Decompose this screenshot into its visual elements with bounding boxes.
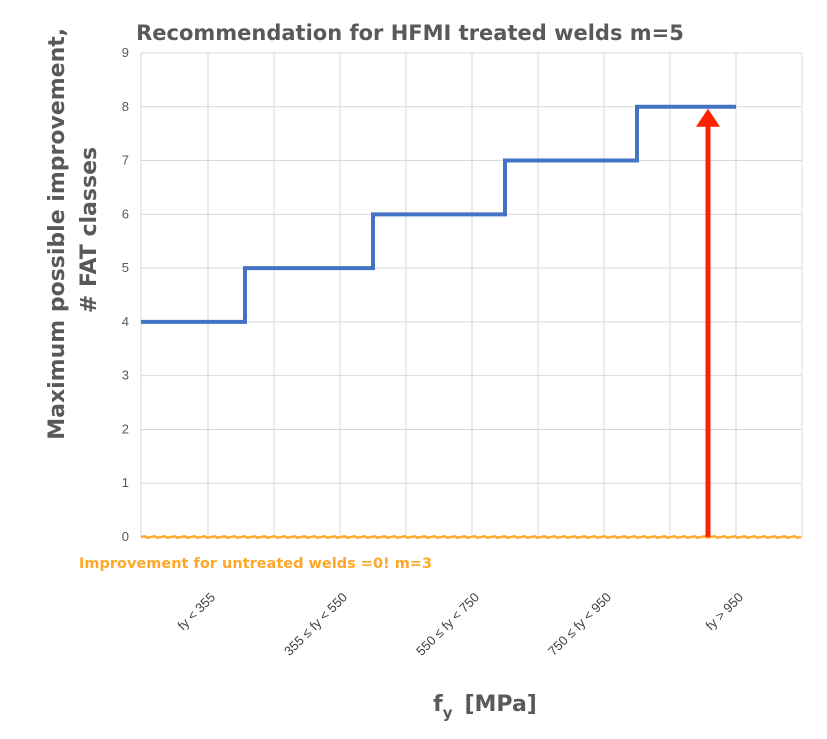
y-axis-title-line1: Maximum possible improvement,: [45, 28, 70, 440]
y-axis-title: Maximum possible improvement, # FAT clas…: [45, 20, 102, 440]
series-layer: [140, 104, 802, 539]
y-tick-label-8: 8: [122, 99, 129, 114]
y-tick-label-5: 5: [122, 260, 129, 275]
x-tick-label-4: fy > 950: [703, 590, 747, 634]
vertical-gridlines: [140, 53, 803, 537]
series-untreated-line: [140, 535, 802, 539]
x-axis-title-unit: [MPa]: [464, 692, 536, 717]
x-axis-title-main: f: [433, 692, 443, 717]
untreated-note: Improvement for untreated welds =0! m=3: [79, 556, 432, 572]
x-tick-label-1: 355 ≤ fy < 550: [281, 590, 350, 659]
arrow-head: [696, 108, 720, 127]
y-axis-tick-labels: 0 1 2 3 4 5 6 7 8 9: [122, 45, 129, 544]
y-tick-label-6: 6: [122, 206, 129, 221]
y-tick-label-9: 9: [122, 45, 129, 60]
x-tick-label-2: 550 ≤ fy < 750: [413, 590, 482, 659]
x-tick-label-3: 750 ≤ fy < 950: [545, 590, 614, 659]
y-tick-label-0: 0: [122, 529, 129, 544]
x-axis-tick-labels: fy < 355 355 ≤ fy < 550 550 ≤ fy < 750 750 …: [175, 590, 747, 659]
y-tick-label-1: 1: [122, 475, 129, 490]
x-tick-label-0: fy < 355: [175, 590, 219, 634]
y-axis-title-line2: # FAT classes: [77, 147, 102, 313]
x-axis-title-subscript: y: [443, 704, 453, 722]
y-tick-label-2: 2: [122, 421, 129, 436]
series-hfmi-step-line: [141, 104, 736, 324]
y-tick-label-3: 3: [122, 368, 129, 383]
y-tick-label-7: 7: [122, 153, 129, 168]
x-axis-title: fy [MPa]: [433, 692, 537, 722]
y-tick-label-4: 4: [122, 314, 129, 329]
chart-title: Recommendation for HFMI treated welds m=…: [136, 21, 684, 45]
